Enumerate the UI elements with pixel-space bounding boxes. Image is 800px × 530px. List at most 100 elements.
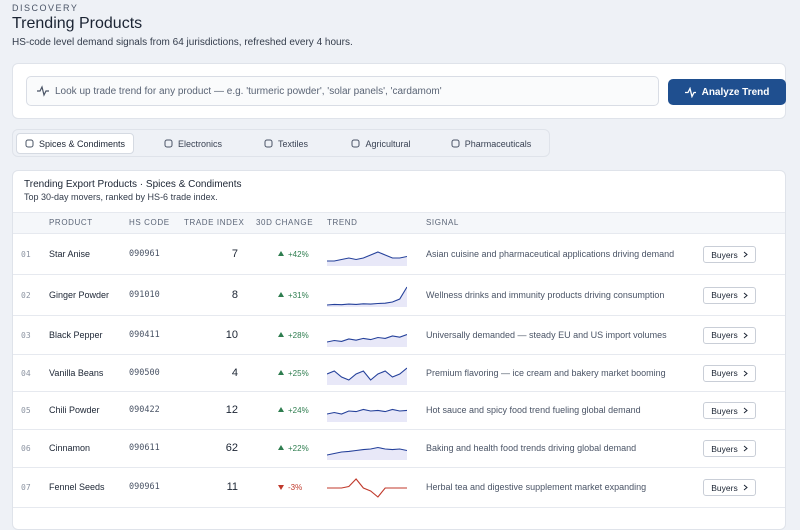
tab-icon: [451, 139, 460, 148]
product: Star Anise: [49, 249, 91, 259]
icon-shape: [164, 139, 173, 148]
sparkline-line: [327, 408, 407, 415]
chevron-shape: [743, 332, 748, 338]
product: Black Pepper: [49, 329, 103, 340]
trade-index: 4: [231, 366, 238, 379]
table-row: [13, 468, 785, 508]
icon-shape: [451, 139, 460, 148]
trade-index: 8: [231, 288, 238, 301]
chevron-shape: [743, 445, 748, 452]
sparkline: [327, 286, 407, 307]
signal: Herbal tea and digestive supplement mark…: [426, 482, 647, 492]
arrow-shape: [278, 291, 284, 297]
rank: 03: [21, 330, 31, 340]
icon-shape: [25, 139, 34, 148]
analyze-button[interactable]: Analyze Trend: [668, 79, 786, 105]
tab-icon: [351, 139, 360, 148]
chevron: [743, 445, 748, 452]
change: +28%: [278, 331, 309, 340]
sparkline-area: [327, 447, 407, 460]
sparkline: [327, 251, 407, 266]
chevron: [743, 251, 748, 258]
trade-index: 12: [225, 404, 238, 416]
buyers-button[interactable]: Buyers: [703, 440, 756, 457]
hs-code: 090611: [129, 443, 160, 453]
sparkline: [327, 478, 407, 498]
button-label: Analyze Trend: [701, 86, 770, 98]
tab[interactable]: Electronics: [147, 133, 239, 154]
chevron: [743, 407, 748, 414]
change: +42%: [278, 250, 309, 259]
change-arrow: [278, 485, 284, 490]
trade-index: 10: [225, 328, 238, 341]
buyers-button[interactable]: Buyers: [703, 479, 756, 496]
product: Ginger Powder: [49, 289, 110, 300]
buyers-button[interactable]: Buyers: [703, 246, 756, 263]
chevron-shape: [743, 292, 748, 298]
column-header: HS CODE: [129, 218, 170, 227]
button-label: Buyers: [711, 443, 738, 454]
hs-code: 090411: [129, 329, 160, 340]
tab-label: Agricultural: [365, 138, 411, 149]
tab-icon: [264, 139, 273, 148]
chevron-shape: [743, 484, 748, 491]
change-value: +25%: [288, 368, 309, 378]
signal: Hot sauce and spicy food trend fueling g…: [426, 405, 641, 415]
buyers-button[interactable]: Buyers: [703, 286, 756, 304]
buyers-button[interactable]: Buyers: [703, 364, 756, 382]
rank: 05: [21, 406, 31, 415]
tab-label: Spices & Condiments: [38, 138, 126, 149]
search-input[interactable]: Look up trade trend for any product — e.…: [26, 76, 659, 106]
pulse-icon: [37, 85, 49, 97]
buyers-button[interactable]: Buyers: [703, 402, 756, 419]
column-header: TRADE INDEX: [184, 218, 245, 227]
column-header: PRODUCT: [49, 218, 93, 227]
arrow-shape: [278, 445, 284, 450]
sparkline: [327, 408, 407, 422]
tab[interactable]: Agricultural: [333, 133, 429, 154]
change-value: +24%: [288, 406, 309, 415]
buyers-button[interactable]: Buyers: [703, 326, 756, 344]
tab-bar: Spices & Condiments Electronics Textiles Ag…: [12, 129, 550, 157]
chevron: [743, 332, 748, 338]
tab[interactable]: Spices & Condiments: [16, 133, 134, 154]
sparkline-area: [327, 367, 407, 385]
tab-label: Textiles: [277, 138, 308, 149]
change-value: +31%: [288, 290, 309, 300]
arrow-shape: [278, 331, 284, 337]
column-header: 30D CHANGE: [256, 218, 314, 227]
page-title: Trending Products: [12, 15, 143, 32]
rank: 01: [21, 250, 31, 259]
change-arrow: [278, 291, 284, 297]
change-value: -3%: [288, 483, 303, 492]
product: Vanilla Beans: [49, 367, 104, 378]
change-value: +28%: [288, 330, 309, 340]
signal: Wellness drinks and immunity products dr…: [426, 289, 665, 300]
change: +25%: [278, 369, 309, 378]
arrow-shape: [278, 251, 284, 256]
table-row: [13, 275, 785, 316]
trade-index: 11: [226, 481, 238, 493]
arrow-shape: [278, 369, 284, 375]
change: -3%: [278, 483, 302, 492]
rank: 02: [21, 290, 31, 300]
product: Chili Powder: [49, 405, 100, 415]
button-label: Buyers: [711, 368, 738, 378]
sparkline-line: [327, 478, 407, 498]
tab[interactable]: Textiles: [244, 133, 328, 154]
tab[interactable]: Pharmaceuticals: [434, 133, 548, 154]
sparkline-area: [327, 252, 407, 266]
change: +22%: [278, 444, 309, 453]
table-row: [13, 355, 785, 392]
change: +31%: [278, 291, 309, 300]
chevron: [743, 484, 748, 491]
sparkline: [327, 333, 407, 347]
button-label: Buyers: [711, 405, 738, 416]
page: DISCOVERY Trending Products HS-code leve…: [12, 3, 786, 530]
icon-shape: [351, 139, 360, 148]
table-row: [13, 392, 785, 430]
sparkline-line: [327, 446, 407, 456]
product: Cinnamon: [49, 443, 91, 453]
search-placeholder: Look up trade trend for any product — e.…: [55, 86, 442, 97]
arrow-shape: [278, 407, 284, 412]
